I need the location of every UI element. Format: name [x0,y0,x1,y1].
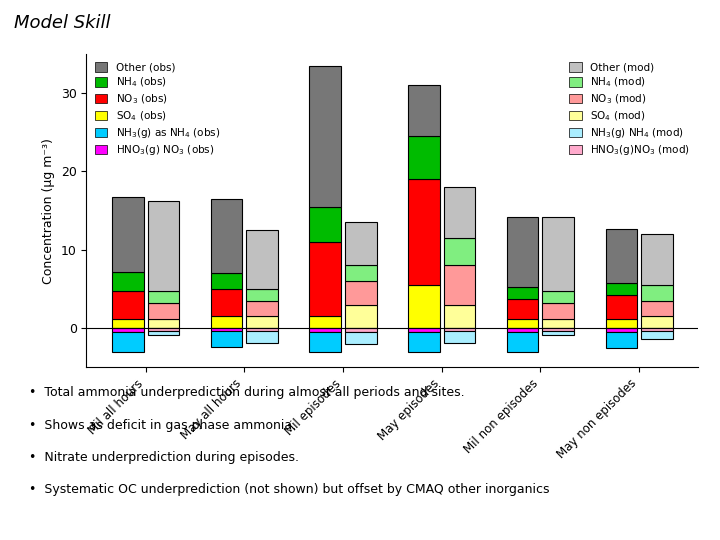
Bar [246,301,278,316]
Bar [641,285,672,301]
Bar [507,328,539,332]
Text: •  Nitrate underprediction during episodes.: • Nitrate underprediction during episode… [29,451,299,464]
Bar [148,331,179,335]
Bar [345,222,377,266]
Text: •  Total ammonia underprediction during almost all periods and sites.: • Total ammonia underprediction during a… [29,386,464,399]
Bar [507,287,539,299]
Bar [310,332,341,352]
Bar [606,328,637,332]
Bar [211,199,243,273]
Bar [408,285,440,328]
Bar [345,266,377,281]
Bar [542,331,574,335]
Bar [345,328,377,332]
Bar [148,303,179,319]
Bar [211,316,243,328]
Bar [641,331,672,339]
Y-axis label: Concentration (μg m⁻³): Concentration (μg m⁻³) [42,138,55,284]
Bar [444,238,475,266]
Bar [507,319,539,328]
Text: •  Shows as deficit in gas phase ammonia.: • Shows as deficit in gas phase ammonia. [29,418,296,431]
Bar [246,316,278,328]
Bar [507,217,539,287]
Bar [112,319,144,328]
Bar [542,319,574,328]
Bar [112,291,144,319]
Bar [606,228,637,284]
Bar [408,332,440,352]
Bar [246,230,278,289]
Bar [211,328,243,331]
Bar [345,305,377,328]
Bar [408,328,440,332]
Bar [606,295,637,319]
Bar [310,316,341,328]
Bar [641,328,672,331]
Text: Model Skill: Model Skill [14,14,111,31]
Bar [542,328,574,331]
Bar [148,328,179,331]
Bar [310,328,341,332]
Bar [310,207,341,242]
Bar [246,328,278,331]
Text: •  Systematic OC underprediction (not shown) but offset by CMAQ other inorganics: • Systematic OC underprediction (not sho… [29,483,549,496]
Bar [641,316,672,328]
Bar [148,291,179,303]
Bar [310,242,341,316]
Bar [246,289,278,301]
Bar [542,291,574,303]
Bar [112,272,144,291]
Bar [112,332,144,352]
Bar [408,136,440,179]
Bar [408,85,440,136]
Bar [542,303,574,319]
Bar [641,301,672,316]
Bar [542,217,574,291]
Bar [444,187,475,238]
Bar [112,197,144,272]
Legend: Other (mod), NH$_4$ (mod), NO$_3$ (mod), SO$_4$ (mod), NH$_3$(g) NH$_4$ (mod), H: Other (mod), NH$_4$ (mod), NO$_3$ (mod),… [566,59,693,160]
Bar [211,289,243,316]
Bar [444,305,475,328]
Bar [345,332,377,344]
Bar [310,66,341,207]
Bar [408,179,440,285]
Bar [345,281,377,305]
Bar [444,266,475,305]
Bar [641,234,672,285]
Bar [246,331,278,343]
Bar [211,331,243,347]
Bar [606,319,637,328]
Bar [444,328,475,331]
Bar [148,201,179,291]
Bar [606,332,637,348]
Bar [507,332,539,352]
Bar [507,299,539,319]
Bar [112,328,144,332]
Bar [444,331,475,343]
Bar [606,284,637,295]
Bar [211,273,243,289]
Bar [148,319,179,328]
